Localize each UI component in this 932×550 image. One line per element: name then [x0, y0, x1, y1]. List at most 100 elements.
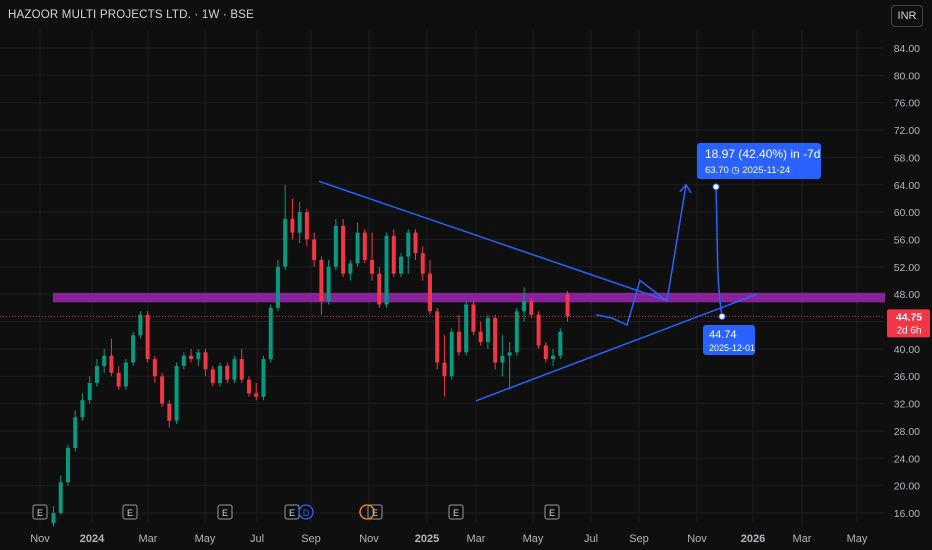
price-tag: 44.75 2d 6h: [887, 309, 930, 338]
candle-body: [362, 232, 367, 260]
target-label-bg: [697, 143, 821, 179]
candle-body: [341, 225, 346, 274]
candle-body: [102, 355, 107, 366]
candle-body: [210, 369, 215, 384]
candle-body: [478, 331, 483, 343]
candle-body: [138, 314, 143, 336]
price-tick-label: 68.00: [894, 152, 920, 164]
dividend-marker-label: D: [303, 508, 310, 518]
candle: [341, 218, 346, 278]
upper-trendline: [318, 180, 665, 301]
candle-body: [160, 376, 165, 404]
earnings-marker[interactable]: E: [448, 504, 464, 520]
candle-body: [246, 379, 251, 394]
price-tag-value: 44.75: [896, 311, 922, 323]
candle-body: [268, 307, 273, 360]
candle-body: [94, 365, 99, 384]
candle: [73, 410, 78, 452]
earnings-marker-box: [367, 504, 383, 520]
candle: [370, 232, 375, 281]
candle: [500, 335, 505, 377]
earnings-marker[interactable]: E: [544, 504, 560, 520]
candle: [362, 229, 367, 264]
earnings-marker-box: [217, 504, 233, 520]
price-tick-label: 56.00: [894, 234, 920, 246]
candle: [319, 256, 324, 315]
candle: [522, 287, 527, 322]
candle: [225, 362, 230, 384]
candle: [210, 365, 215, 387]
candle-body: [514, 311, 519, 353]
candle: [558, 328, 563, 360]
earnings-marker-label: E: [37, 508, 43, 518]
earnings-marker[interactable]: E: [217, 504, 233, 520]
candle: [449, 328, 454, 380]
candle: [348, 259, 353, 281]
currency-button[interactable]: INR: [891, 5, 923, 27]
candle: [109, 338, 114, 377]
candle: [254, 383, 259, 401]
candle-body: [297, 212, 302, 233]
candle: [131, 331, 136, 366]
candle: [435, 307, 440, 370]
earnings-marker-label: E: [549, 508, 555, 518]
candle: [268, 304, 273, 363]
candle: [391, 229, 396, 278]
candle: [406, 229, 411, 274]
candle: [246, 376, 251, 397]
price-tick-label: 80.00: [894, 70, 920, 82]
candle-body: [152, 359, 157, 377]
earnings-marker[interactable]: D: [298, 504, 314, 520]
earnings-marker-label: E: [127, 508, 133, 518]
time-tick-label: Jul: [250, 533, 264, 545]
earnings-marker-box: [32, 504, 48, 520]
candle-body: [275, 266, 280, 308]
candle: [102, 348, 107, 373]
candle-body: [65, 448, 70, 483]
candle: [218, 362, 223, 387]
candle: [51, 506, 56, 527]
time-tick-label: Sep: [301, 533, 321, 545]
time-tick-label: 2026: [741, 533, 765, 545]
price-tick-label: 48.00: [894, 289, 920, 301]
time-tick-label: 2025: [415, 533, 439, 545]
candle-body: [312, 239, 317, 260]
price-axis-bg: [885, 30, 932, 523]
support-label-bg: [703, 325, 755, 355]
price-tick-label: 24.00: [894, 453, 920, 465]
projection-arrow: [679, 183, 692, 194]
target-point: [712, 183, 720, 191]
candle: [326, 259, 331, 305]
resistance-band: [53, 292, 885, 303]
candle-body: [196, 352, 201, 360]
earnings-marker[interactable]: E: [284, 504, 300, 520]
time-tick-label: Nov: [687, 533, 707, 545]
candle: [87, 376, 92, 404]
candle-body: [174, 365, 179, 421]
candle-body: [283, 218, 288, 267]
earnings-marker[interactable]: E: [367, 504, 383, 520]
candle: [333, 218, 338, 271]
resistance-band-rect: [53, 292, 885, 303]
candle: [304, 208, 309, 247]
time-tick-label: 2024: [80, 533, 105, 545]
candle-body: [536, 314, 541, 346]
candle: [290, 198, 295, 240]
support-label-value: 44.74: [709, 329, 737, 341]
earnings-marker-label: E: [222, 508, 228, 518]
earnings-marker[interactable]: E: [32, 504, 48, 520]
time-tick-label: Jul: [584, 533, 598, 545]
time-tick-label: Mar: [139, 533, 158, 545]
candle: [312, 232, 317, 267]
candle: [536, 311, 541, 349]
candle-body: [58, 482, 63, 513]
time-tick-label: May: [523, 533, 544, 545]
candle-body: [123, 362, 128, 387]
candle: [167, 400, 172, 428]
earnings-marker[interactable]: E: [122, 504, 138, 520]
candle: [427, 259, 432, 315]
candle-body: [290, 218, 295, 233]
candle-body: [384, 236, 389, 305]
